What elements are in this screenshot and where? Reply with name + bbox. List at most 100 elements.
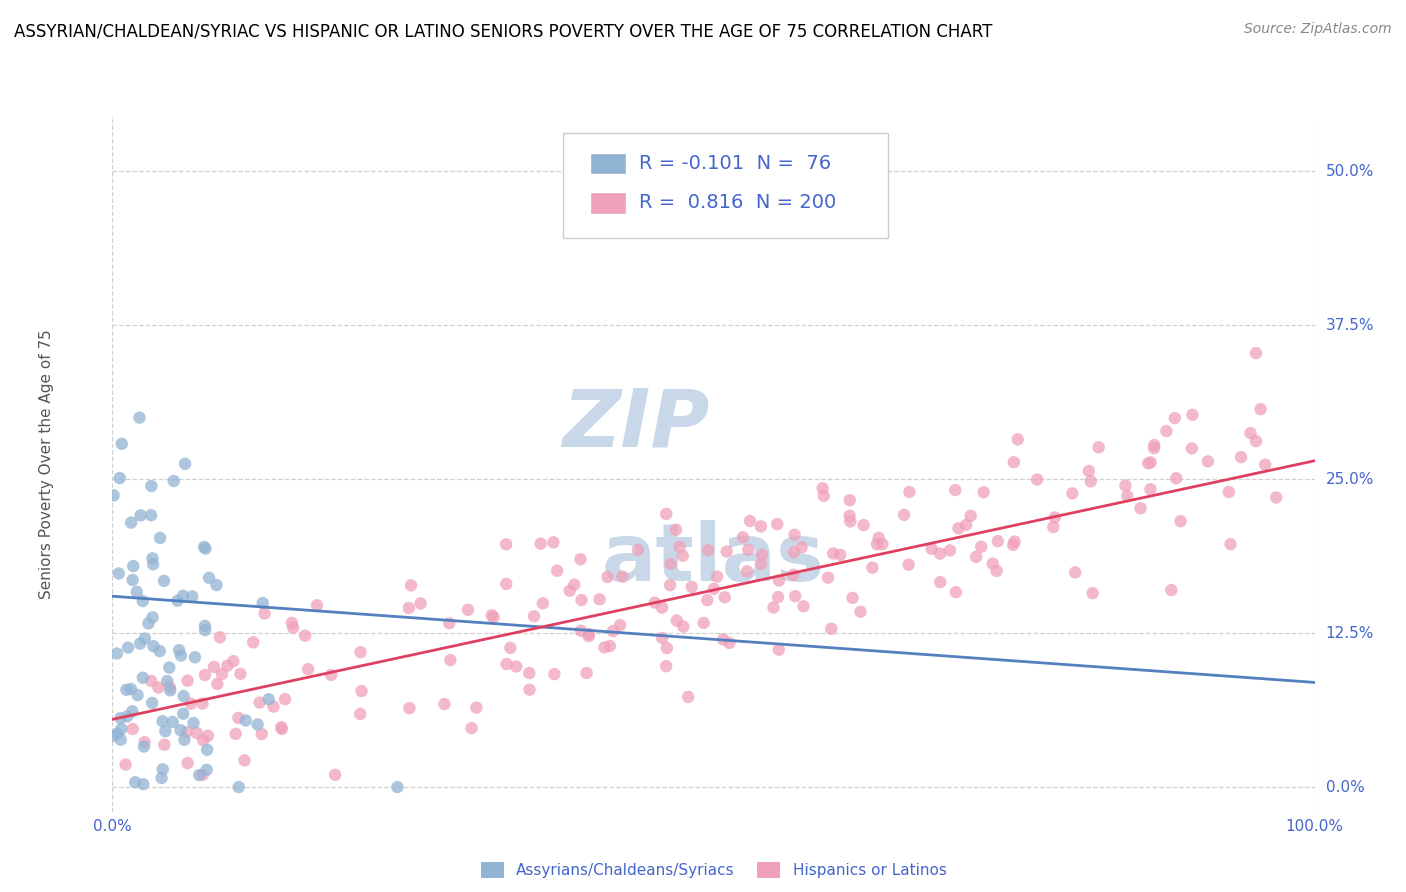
Point [235,714,257,728]
Point [132,739,155,754]
Point [228,780,250,794]
Text: 12.5%: 12.5% [1326,625,1374,640]
Point [191,733,214,747]
Point [768,642,790,657]
Point [495,577,517,591]
Point [194,619,217,633]
Point [194,623,217,637]
Point [181,590,204,604]
Point [792,599,814,614]
Point [1007,433,1029,447]
Text: Source: ZipAtlas.com: Source: ZipAtlas.com [1244,22,1392,37]
Point [965,549,987,564]
Point [783,528,806,542]
Point [399,578,422,592]
Point [117,640,139,655]
Point [546,564,568,578]
Point [263,699,285,714]
Point [1137,456,1160,470]
Point [1170,514,1192,528]
Point [659,578,682,592]
Point [588,592,610,607]
Point [929,547,952,561]
Point [294,629,316,643]
Point [257,692,280,706]
Point [929,575,952,590]
Text: ASSYRIAN/CHALDEAN/SYRIAC VS HISPANIC OR LATINO SENIORS POVERTY OVER THE AGE OF 7: ASSYRIAN/CHALDEAN/SYRIAC VS HISPANIC OR … [14,22,993,40]
Point [893,508,915,522]
FancyBboxPatch shape [564,134,887,238]
Point [1002,538,1025,552]
Point [297,662,319,676]
Point [120,681,142,696]
Point [517,666,540,681]
Point [176,756,198,770]
Point [225,727,247,741]
Point [191,697,214,711]
Point [188,768,211,782]
Point [167,643,190,657]
Point [217,658,239,673]
Point [186,726,208,740]
Point [124,775,146,789]
Text: R = -0.101  N =  76: R = -0.101 N = 76 [638,153,831,173]
Point [1077,464,1099,478]
Point [180,697,202,711]
Legend: Assyrians/Chaldeans/Syriacs, Hispanics or Latinos: Assyrians/Chaldeans/Syriacs, Hispanics o… [475,856,952,884]
Point [602,624,624,638]
Point [122,559,145,574]
Point [197,729,219,743]
Point [228,711,250,725]
Point [823,547,845,561]
Point [1064,566,1087,580]
Point [281,621,304,635]
Point [110,722,132,736]
Point [599,639,621,653]
Point [1139,482,1161,496]
Point [150,771,173,785]
Point [152,714,174,729]
Point [681,580,703,594]
Point [735,565,758,579]
Point [250,727,273,741]
Point [785,589,807,603]
Point [672,619,695,633]
Point [115,682,138,697]
Point [627,543,650,558]
Point [176,673,198,688]
Point [242,635,264,649]
Point [305,599,328,613]
Point [749,557,772,571]
Point [398,701,420,715]
Text: Seniors Poverty Over the Age of 75: Seniors Poverty Over the Age of 75 [39,329,53,599]
Point [948,521,970,535]
Point [766,517,789,532]
Point [955,517,977,532]
Point [207,677,229,691]
Point [153,738,176,752]
Point [1181,442,1204,456]
Point [1129,501,1152,516]
Point [987,534,1010,549]
Point [716,544,738,558]
Point [132,777,155,791]
Point [959,508,981,523]
Point [1250,402,1272,417]
Point [132,671,155,685]
Point [751,548,773,562]
Point [655,641,678,656]
Point [270,720,292,734]
Point [142,558,165,572]
Point [672,549,695,563]
Point [233,753,256,767]
Point [117,709,139,723]
Point [110,732,132,747]
Point [782,567,804,582]
Point [481,608,503,623]
Point [172,589,194,603]
Point [107,726,129,740]
Point [519,682,541,697]
Point [1166,471,1188,485]
Point [433,697,456,711]
Point [482,610,505,624]
